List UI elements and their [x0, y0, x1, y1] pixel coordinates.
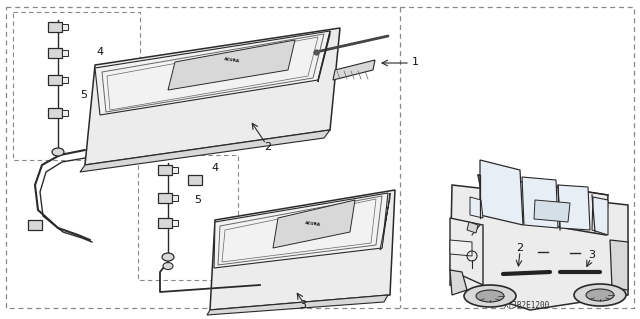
FancyBboxPatch shape [48, 75, 62, 85]
Text: 3: 3 [300, 300, 307, 310]
FancyBboxPatch shape [62, 50, 68, 56]
Text: 5: 5 [81, 90, 88, 100]
FancyBboxPatch shape [158, 193, 172, 203]
Text: 2: 2 [264, 142, 271, 152]
Text: 3: 3 [589, 250, 595, 260]
Text: 4: 4 [97, 47, 104, 57]
Ellipse shape [52, 148, 64, 156]
FancyBboxPatch shape [62, 77, 68, 83]
Polygon shape [85, 28, 340, 165]
Polygon shape [478, 175, 608, 235]
Polygon shape [168, 40, 295, 90]
Polygon shape [450, 240, 472, 256]
Polygon shape [592, 197, 608, 235]
Polygon shape [214, 193, 388, 268]
FancyBboxPatch shape [48, 48, 62, 58]
Polygon shape [273, 200, 355, 248]
Ellipse shape [586, 289, 614, 301]
Text: 4: 4 [211, 163, 219, 173]
Polygon shape [207, 295, 388, 315]
FancyBboxPatch shape [158, 218, 172, 228]
Polygon shape [95, 31, 330, 115]
Polygon shape [450, 218, 483, 285]
Polygon shape [480, 160, 523, 225]
Polygon shape [318, 31, 330, 82]
Text: 1: 1 [412, 57, 419, 67]
Ellipse shape [162, 253, 174, 261]
Polygon shape [210, 190, 395, 310]
Polygon shape [380, 193, 390, 250]
FancyBboxPatch shape [48, 108, 62, 118]
Polygon shape [534, 200, 570, 222]
Polygon shape [558, 185, 590, 230]
Polygon shape [450, 270, 467, 295]
Ellipse shape [464, 285, 516, 307]
FancyBboxPatch shape [172, 167, 178, 173]
Text: 2: 2 [516, 243, 524, 253]
Ellipse shape [574, 284, 626, 306]
FancyBboxPatch shape [158, 165, 172, 175]
Polygon shape [522, 177, 558, 228]
FancyBboxPatch shape [28, 220, 42, 230]
FancyBboxPatch shape [48, 22, 62, 32]
Polygon shape [333, 60, 375, 80]
Ellipse shape [476, 290, 504, 302]
Polygon shape [450, 185, 628, 310]
Text: ACURA: ACURA [224, 57, 240, 63]
Text: XTJB2E1200: XTJB2E1200 [504, 300, 550, 309]
Polygon shape [80, 130, 330, 172]
FancyBboxPatch shape [62, 24, 68, 30]
Ellipse shape [163, 263, 173, 270]
FancyBboxPatch shape [62, 110, 68, 116]
FancyBboxPatch shape [172, 195, 178, 201]
Polygon shape [470, 197, 483, 218]
FancyBboxPatch shape [188, 175, 202, 185]
Text: ACURA: ACURA [305, 221, 321, 227]
Text: 5: 5 [195, 195, 202, 205]
Polygon shape [610, 240, 628, 290]
FancyBboxPatch shape [172, 220, 178, 226]
Polygon shape [467, 222, 478, 233]
